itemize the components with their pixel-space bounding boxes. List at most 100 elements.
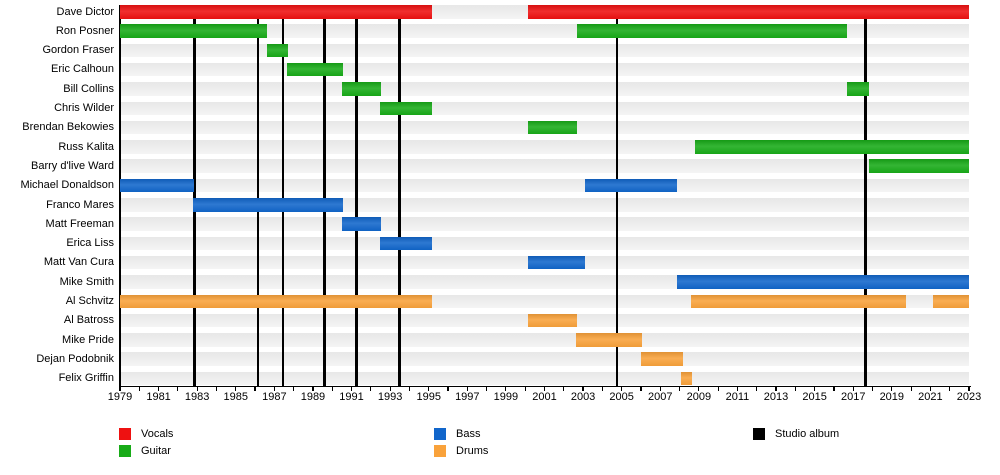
x-axis-tick [582, 387, 584, 391]
member-bar-guitar [380, 101, 432, 115]
member-bar-guitar [266, 43, 288, 58]
x-axis-tick [370, 387, 372, 391]
legend-label-drums: Drums [456, 444, 489, 457]
member-label: Gordon Fraser [42, 44, 114, 57]
member-row-band [120, 159, 969, 173]
x-axis-tick [138, 387, 140, 391]
x-axis-tick [949, 387, 951, 391]
x-axis-tick-label: 1985 [223, 391, 248, 403]
member-label: Al Batross [63, 314, 114, 327]
member-label: Dave Dictor [56, 5, 114, 18]
x-axis-tick [891, 387, 893, 391]
member-row-band [120, 333, 969, 347]
member-row-band [120, 82, 969, 96]
member-label: Dejan Podobnik [36, 352, 114, 365]
x-axis-tick-label: 2001 [532, 391, 557, 403]
legend-label-bass: Bass [456, 427, 481, 440]
x-axis-tick [621, 387, 623, 391]
member-bar-drums [691, 294, 907, 308]
member-bar-guitar [286, 62, 343, 77]
x-axis-tick [524, 387, 526, 391]
x-axis-line [118, 385, 971, 388]
x-axis-tick-label: 2019 [879, 391, 905, 403]
x-axis-tick [447, 387, 449, 391]
member-bar-bass [380, 236, 432, 251]
studio-album-line [281, 5, 285, 386]
member-bar-bass [676, 275, 969, 289]
member-label: Mike Pride [62, 333, 114, 346]
plot-left-border [119, 5, 121, 387]
x-axis-tick-label: 2011 [725, 391, 750, 403]
x-axis-tick [312, 387, 314, 391]
member-bar-guitar [577, 24, 848, 38]
member-bar-guitar [120, 24, 267, 38]
x-axis-tick-label: 2003 [570, 391, 596, 403]
x-axis-tick-label: 1979 [107, 391, 133, 403]
x-axis-tick-label: 1997 [455, 391, 480, 403]
member-label: Ron Posner [55, 24, 114, 37]
x-axis-tick-label: 1993 [377, 391, 403, 403]
member-bar-vocals [528, 5, 969, 19]
x-axis-tick [601, 387, 603, 391]
member-label: Chris Wilder [54, 102, 114, 114]
x-axis-tick [177, 387, 179, 391]
member-row-band [120, 371, 969, 386]
x-axis-tick [814, 387, 816, 391]
x-axis-tick [254, 387, 256, 391]
x-axis-tick-label: 2021 [918, 391, 943, 403]
studio-album-line [615, 5, 619, 386]
x-axis-tick-label: 2023 [956, 391, 982, 403]
x-axis-tick-label: 1991 [339, 391, 364, 403]
x-axis-tick [486, 387, 488, 391]
x-axis-tick [563, 387, 565, 391]
x-axis-tick-label: 1995 [416, 391, 441, 403]
x-axis-tick [833, 387, 835, 391]
legend-label-guitar: Guitar [141, 444, 171, 457]
studio-album-line [256, 5, 260, 386]
member-label: Franco Mares [46, 198, 114, 211]
legend-label-studio-album: Studio album [775, 427, 840, 440]
x-axis-tick [852, 387, 854, 391]
x-axis-tick-label: 1981 [146, 391, 171, 403]
x-axis-tick [717, 387, 719, 391]
x-axis-tick-label: 2013 [763, 391, 789, 403]
x-axis-tick [119, 387, 121, 391]
x-axis-tick [157, 387, 160, 391]
member-bar-bass [341, 217, 382, 231]
studio-album-line [323, 5, 326, 386]
x-axis-tick [273, 387, 275, 391]
x-axis-tick-label: 1999 [493, 391, 519, 403]
x-axis-tick [794, 387, 796, 391]
member-row-band [120, 217, 969, 231]
member-bar-drums [528, 313, 578, 328]
member-bar-guitar [341, 82, 382, 96]
x-axis-tick [293, 387, 295, 391]
x-axis-tick-label: 2009 [686, 391, 712, 403]
studio-album-line [864, 5, 868, 386]
member-bar-guitar [695, 140, 969, 154]
x-axis-tick [968, 387, 970, 391]
x-axis-tick [215, 387, 218, 391]
member-bar-bass [585, 178, 677, 193]
member-bar-drums [933, 294, 969, 308]
member-label: Bill Collins [63, 82, 114, 95]
member-label: Barry d'live Ward [31, 159, 114, 172]
x-axis-tick [775, 387, 777, 391]
legend-swatch-guitar [119, 445, 131, 457]
x-axis-tick [910, 387, 912, 391]
member-label: Mike Smith [59, 275, 114, 288]
x-axis-tick [466, 387, 468, 391]
x-axis-tick-label: 2007 [648, 391, 673, 403]
x-axis-tick [389, 387, 391, 391]
x-axis-tick [428, 387, 430, 391]
x-axis-tick [350, 387, 353, 391]
member-bar-drums [640, 352, 684, 366]
x-axis-tick [235, 387, 237, 391]
x-axis-tick-label: 2017 [840, 391, 866, 403]
x-axis-tick [698, 387, 700, 391]
legend-swatch-bass [434, 428, 446, 440]
member-bar-guitar [528, 120, 578, 135]
x-axis-tick [871, 387, 874, 391]
member-label: Russ Kalita [58, 140, 114, 153]
